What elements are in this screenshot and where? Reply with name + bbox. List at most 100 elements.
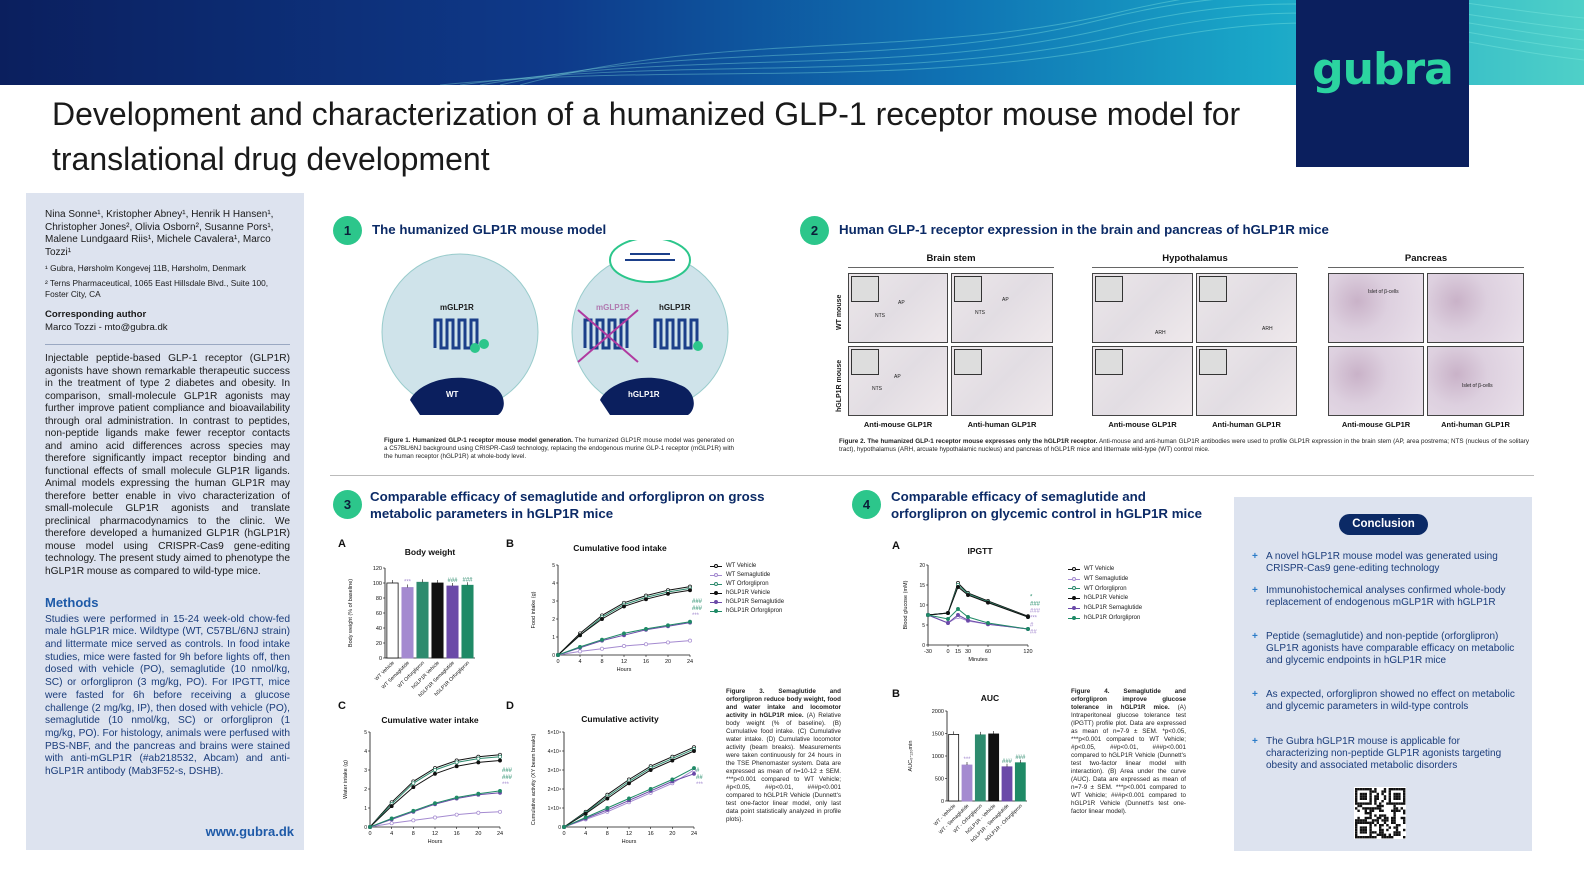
data-point bbox=[498, 809, 502, 814]
qr-module bbox=[1355, 792, 1358, 796]
qr-module bbox=[1364, 821, 1367, 824]
qr-module bbox=[1398, 792, 1401, 796]
qr-module bbox=[1362, 831, 1365, 834]
qr-module bbox=[1364, 836, 1367, 839]
data-point bbox=[622, 644, 626, 648]
qr-module bbox=[1374, 800, 1377, 803]
qr-module bbox=[1359, 797, 1363, 800]
qr-module bbox=[1367, 807, 1370, 810]
qr-module bbox=[1393, 804, 1396, 808]
data-point bbox=[498, 754, 502, 759]
gubra-logo: gubra bbox=[1312, 44, 1454, 95]
qr-module bbox=[1395, 824, 1399, 827]
qr-module bbox=[1369, 828, 1372, 832]
significance-label: ### bbox=[462, 577, 473, 583]
qr-module bbox=[1362, 826, 1365, 829]
qr-code[interactable] bbox=[1354, 787, 1406, 839]
tick-label: 1000 bbox=[932, 754, 944, 760]
data-point bbox=[454, 760, 459, 765]
qr-module bbox=[1369, 833, 1372, 836]
data-point bbox=[692, 766, 696, 771]
y-axis-label: Cumulative activity (XY beam breaks) bbox=[531, 734, 537, 826]
qr-module bbox=[1364, 788, 1367, 791]
qr-module bbox=[1376, 833, 1379, 836]
activity-chart: 0 4 8 12 16 20 24 0 1×10⁴ 2×10⁴ 3×10⁴ 4×10⁴ 5×10⁴ ###… bbox=[531, 730, 704, 845]
significance-label: ### bbox=[1015, 755, 1026, 761]
tick-label: 4 bbox=[584, 831, 587, 837]
significance-label: *** bbox=[696, 782, 704, 788]
conclusion-item: + The Gubra hGLP1R mouse is applicable fo… bbox=[1252, 736, 1502, 772]
tick-label: 8 bbox=[606, 831, 609, 837]
legend-label: WT Semaglutide bbox=[1084, 575, 1129, 582]
receptor-icon bbox=[433, 318, 479, 350]
tick-label: 40 bbox=[376, 626, 382, 632]
data-point bbox=[956, 613, 960, 617]
significance-label: ### bbox=[502, 768, 513, 774]
data-point bbox=[454, 795, 459, 800]
panel-b-label: B bbox=[892, 688, 900, 700]
qr-module bbox=[1398, 809, 1401, 812]
qr-module bbox=[1374, 807, 1377, 810]
data-point bbox=[411, 785, 416, 790]
qr-module bbox=[1400, 788, 1403, 791]
x-axis-label: Minutes bbox=[968, 657, 988, 663]
qr-module bbox=[1374, 797, 1377, 800]
qr-module bbox=[1359, 788, 1363, 791]
qr-module bbox=[1388, 790, 1391, 793]
qr-module bbox=[1367, 812, 1370, 815]
website-link[interactable]: www.gubra.dk bbox=[205, 823, 294, 839]
qr-module bbox=[1357, 816, 1360, 820]
data-point bbox=[498, 758, 502, 763]
sidebar: Nina Sonne¹, Kristopher Abney¹, Henrik H… bbox=[26, 193, 304, 850]
panel-b-label: B bbox=[506, 538, 514, 550]
hypothalamus-label: Hypothalamus bbox=[1162, 253, 1228, 264]
qr-module bbox=[1388, 833, 1391, 836]
qr-module bbox=[1398, 795, 1401, 798]
qr-module bbox=[1393, 797, 1396, 800]
qr-module bbox=[1381, 809, 1384, 812]
qr-module bbox=[1388, 795, 1391, 798]
legend-label: hGLP1R Orforglipron bbox=[726, 608, 783, 614]
data-point bbox=[605, 806, 610, 810]
corresponding-author-heading: Corresponding author bbox=[45, 309, 147, 321]
qr-module bbox=[1386, 828, 1389, 832]
qr-module bbox=[1357, 836, 1360, 839]
qr-module bbox=[1391, 821, 1394, 824]
qr-module bbox=[1357, 804, 1360, 808]
qr-module bbox=[1403, 816, 1406, 820]
corresponding-author: Marco Tozzi - mto@gubra.dk bbox=[45, 321, 168, 333]
qr-module bbox=[1398, 788, 1401, 791]
qr-module bbox=[1367, 788, 1370, 791]
significance-label: ### bbox=[502, 775, 513, 781]
qr-module bbox=[1400, 807, 1403, 810]
qr-module bbox=[1355, 836, 1358, 839]
bar bbox=[974, 734, 986, 802]
bar bbox=[961, 764, 973, 802]
tick-label: 1 bbox=[364, 806, 367, 812]
qr-module bbox=[1403, 821, 1406, 824]
section-3-title: Comparable efficacy of semaglutide and o… bbox=[370, 489, 765, 521]
qr-module bbox=[1393, 807, 1396, 810]
data-point bbox=[454, 764, 459, 769]
qr-module bbox=[1383, 819, 1387, 822]
histology-tile bbox=[1328, 273, 1424, 343]
histology-tile bbox=[848, 273, 948, 343]
qr-module bbox=[1379, 809, 1382, 812]
data-point bbox=[1026, 615, 1030, 619]
qr-module bbox=[1362, 795, 1365, 798]
histology-tile bbox=[1196, 346, 1297, 416]
bar bbox=[1001, 766, 1013, 802]
qr-module bbox=[1379, 833, 1382, 836]
tick-label: 4×10⁴ bbox=[548, 749, 561, 755]
data-point bbox=[688, 588, 692, 593]
qr-module bbox=[1359, 836, 1363, 839]
antibody-label: Anti-human GLP1R bbox=[1441, 420, 1510, 429]
row-label-hglp1r: hGLP1R mouse bbox=[836, 359, 843, 412]
qr-module bbox=[1388, 797, 1391, 800]
hglp1r-mouse-icon bbox=[600, 377, 694, 415]
series-line bbox=[557, 622, 691, 656]
x-axis-label: Hours bbox=[617, 667, 632, 673]
qr-module bbox=[1376, 804, 1379, 808]
series-line bbox=[927, 608, 1029, 630]
